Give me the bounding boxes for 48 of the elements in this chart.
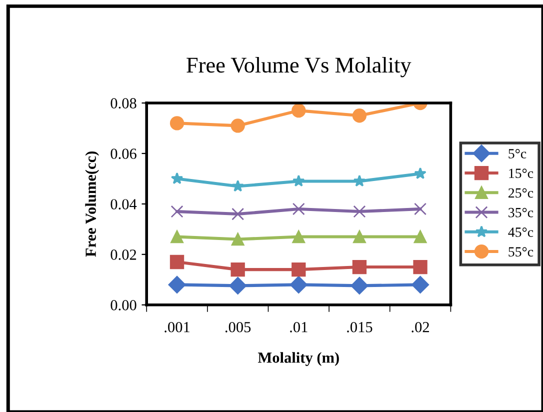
point bbox=[414, 202, 427, 216]
point bbox=[229, 277, 247, 294]
point bbox=[170, 205, 184, 218]
point bbox=[292, 230, 306, 244]
legend-label: 5°c bbox=[508, 149, 526, 158]
point bbox=[352, 260, 367, 274]
x-axis-title: Molality (m) bbox=[258, 352, 339, 366]
y-tick-label: 0.02 bbox=[110, 250, 136, 260]
x-tick-label: .015 bbox=[347, 322, 372, 332]
point bbox=[292, 103, 306, 118]
y-tick-label: 0.06 bbox=[110, 148, 136, 159]
point bbox=[170, 116, 184, 130]
point bbox=[292, 174, 305, 187]
point bbox=[412, 276, 429, 294]
x-tick-label: .005 bbox=[225, 322, 251, 332]
point bbox=[352, 108, 367, 123]
legend-label: 55°c bbox=[508, 247, 534, 257]
y-tick-label: 0.00 bbox=[110, 300, 136, 310]
point bbox=[290, 276, 308, 294]
x-tick-label: .02 bbox=[412, 322, 429, 332]
x-tick-label: .001 bbox=[164, 322, 190, 332]
y-tick-label: 0.04 bbox=[110, 199, 137, 210]
point bbox=[292, 202, 305, 216]
point bbox=[353, 174, 366, 187]
point bbox=[168, 276, 186, 294]
point bbox=[170, 172, 184, 184]
point bbox=[413, 260, 428, 274]
point bbox=[414, 167, 426, 179]
point bbox=[230, 118, 245, 133]
legend-label: 25°c bbox=[508, 188, 534, 198]
x-tick-label: .01 bbox=[290, 322, 308, 332]
point bbox=[292, 262, 306, 277]
y-tick-label: 0.08 bbox=[110, 98, 136, 109]
legend-label: 15°c bbox=[509, 168, 534, 178]
point bbox=[170, 254, 184, 270]
point bbox=[230, 262, 245, 277]
point bbox=[170, 230, 184, 244]
point bbox=[232, 208, 244, 220]
point bbox=[231, 232, 244, 246]
point bbox=[232, 180, 244, 192]
point bbox=[350, 277, 368, 294]
y-axis-title: Free Volume(cc) bbox=[85, 152, 100, 257]
legend-label: 45°c bbox=[508, 228, 534, 237]
point bbox=[353, 230, 366, 244]
legend-label: 35°c bbox=[508, 208, 534, 218]
point bbox=[353, 205, 366, 218]
point bbox=[414, 230, 427, 244]
chart-title: Free Volume Vs Molality bbox=[186, 57, 412, 78]
